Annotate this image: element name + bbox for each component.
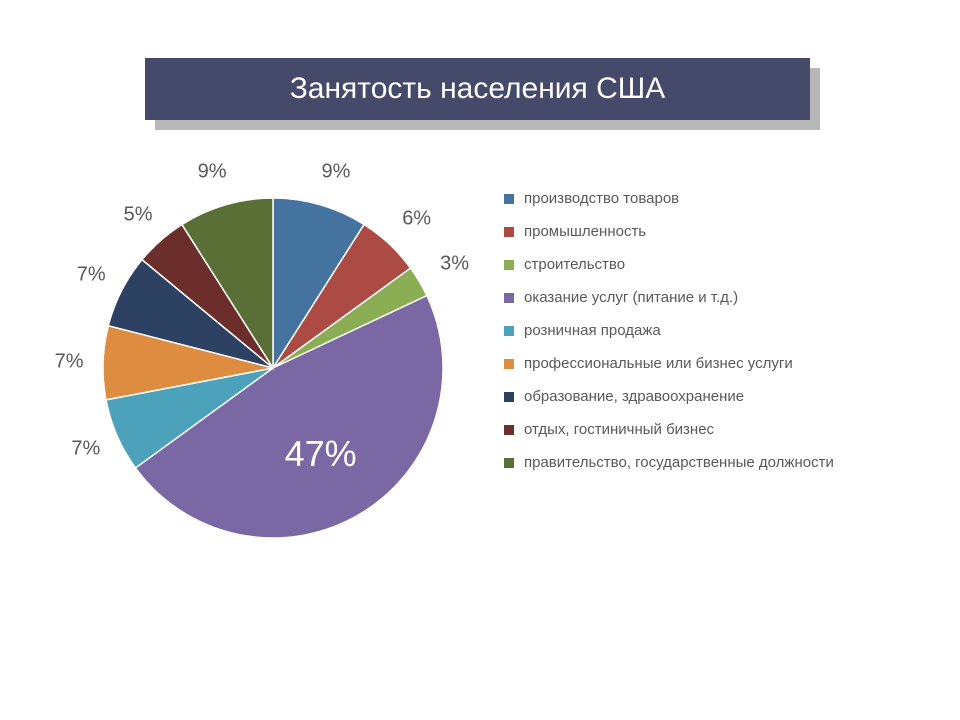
legend-swatch [504,326,514,336]
pie-slice-label: 6% [402,208,431,231]
legend-label: образование, здравоохранение [524,388,744,405]
legend-swatch [504,359,514,369]
pie-slice-label: 9% [321,161,350,184]
pie-chart: 9%6%3%47%7%7%7%5%9% [103,198,443,538]
pie-slice-label: 5% [124,203,153,226]
pie-slice-label: 7% [55,350,84,373]
legend-label: строительство [524,256,625,273]
legend-label: производство товаров [524,190,679,207]
legend-label: розничная продажа [524,322,661,339]
legend-label: промышленность [524,223,646,240]
legend: производство товаров промышленность строит… [500,182,940,479]
legend-item: оказание услуг (питание и т.д.) [500,281,940,314]
legend-swatch [504,458,514,468]
title-text: Занятость населения США [290,72,666,106]
title-bar: Занятость населения США [145,58,810,120]
pie-slice-label: 7% [71,438,100,461]
legend-swatch [504,425,514,435]
pie-slice-label: 47% [285,433,357,475]
pie-svg [103,198,443,538]
legend-swatch [504,392,514,402]
legend-item: производство товаров [500,182,940,215]
legend-item: правительство, государственные должности [500,446,940,479]
legend-swatch [504,227,514,237]
legend-swatch [504,194,514,204]
legend-swatch [504,260,514,270]
legend-item: профессиональные или бизнес услуги [500,347,940,380]
legend-label: отдых, гостиничный бизнес [524,421,714,438]
legend-item: розничная продажа [500,314,940,347]
legend-item: промышленность [500,215,940,248]
legend-swatch [504,293,514,303]
legend-item: отдых, гостиничный бизнес [500,413,940,446]
legend-item: строительство [500,248,940,281]
pie-slice-label: 7% [77,264,106,287]
legend-label: правительство, государственные должности [524,454,834,471]
slide: Занятость населения США 9%6%3%47%7%7%7%5… [0,0,960,720]
legend-label: оказание услуг (питание и т.д.) [524,289,738,306]
pie-slice-label: 3% [440,253,469,276]
legend-item: образование, здравоохранение [500,380,940,413]
pie-slice-label: 9% [198,161,227,184]
legend-label: профессиональные или бизнес услуги [524,355,793,372]
